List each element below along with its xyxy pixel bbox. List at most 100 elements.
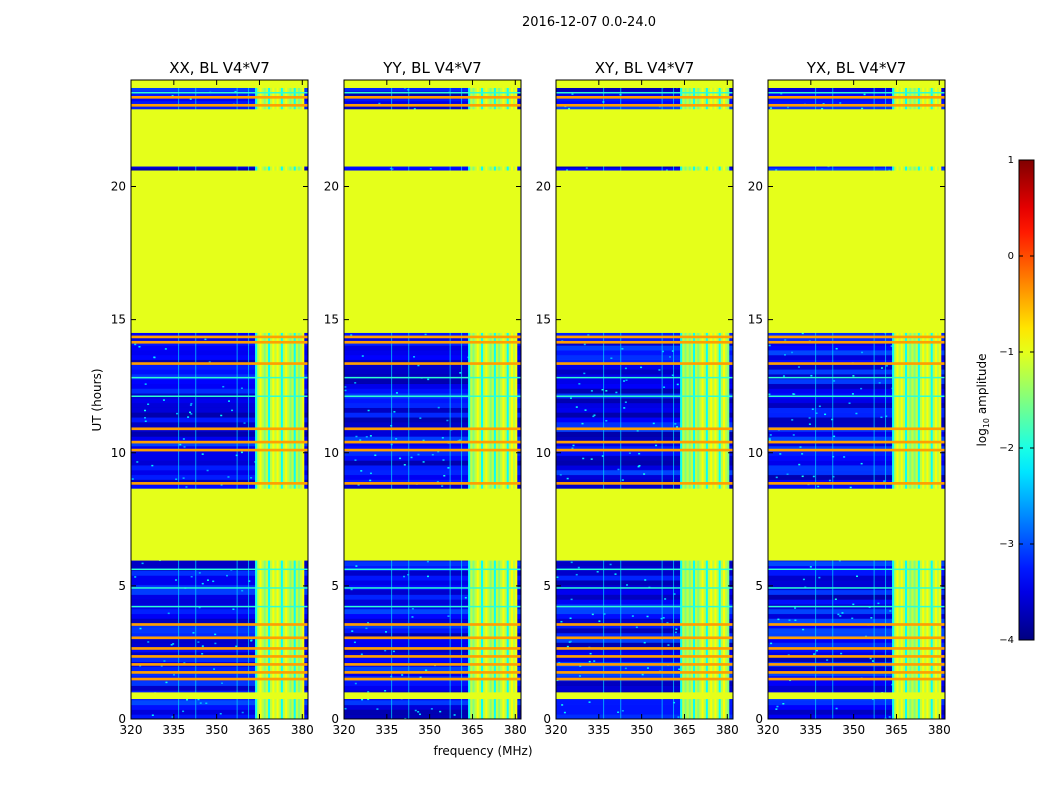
colorbar-label: log10 amplitude	[975, 354, 991, 447]
noise-speck	[601, 455, 604, 457]
noise-speck	[436, 481, 439, 483]
channel-stripe	[705, 80, 708, 719]
noise-strip	[344, 632, 521, 639]
noise-speck	[176, 412, 179, 415]
channel-stripe	[280, 80, 283, 719]
noise-strip	[768, 613, 945, 619]
noise-speck	[453, 714, 456, 716]
noise-speck	[792, 434, 795, 436]
rfi-line	[768, 335, 945, 339]
noise-speck	[566, 645, 569, 648]
rfi-line	[131, 427, 308, 431]
noise-speck	[615, 391, 618, 394]
noise-strip	[344, 421, 521, 428]
rfi-line	[344, 427, 521, 431]
noise-speck	[610, 357, 613, 359]
noise-strip	[768, 421, 945, 428]
noise-speck	[617, 468, 620, 471]
noise-speck	[350, 588, 353, 591]
noise-strip	[556, 637, 733, 643]
flagged-block	[768, 80, 945, 88]
rfi-line	[131, 448, 308, 452]
noise-speck	[776, 705, 779, 708]
noise-strip	[768, 699, 945, 706]
noise-strip	[556, 105, 733, 111]
noise-speck	[817, 485, 820, 488]
panel-title: XX, BL V4*V7	[169, 59, 270, 77]
channel-stripe	[515, 80, 518, 719]
noise-speck	[399, 457, 402, 460]
noise-speck	[446, 419, 449, 422]
noise-strip	[556, 651, 733, 658]
noise-speck	[167, 612, 170, 615]
noise-speck	[673, 593, 676, 595]
noise-speck	[572, 444, 575, 447]
noise-speck	[367, 690, 370, 693]
noise-strip	[556, 589, 733, 595]
noise-strip	[556, 594, 733, 600]
noise-speck	[206, 579, 209, 581]
noise-speck	[566, 169, 569, 171]
noise-strip	[344, 388, 521, 394]
noise-speck	[660, 617, 663, 620]
noise-speck	[676, 426, 679, 428]
panel-heatmap	[768, 80, 945, 719]
noise-speck	[418, 713, 421, 716]
channel-stripe	[714, 80, 717, 719]
noise-speck	[841, 612, 844, 614]
noise-speck	[834, 598, 837, 601]
noise-strip	[768, 417, 945, 423]
channel-stripe	[935, 80, 938, 719]
y-tick-label: 10	[748, 446, 763, 460]
noise-speck	[768, 439, 771, 442]
noise-speck	[559, 474, 562, 476]
noise-speck	[414, 709, 417, 712]
noise-strip	[131, 714, 308, 719]
channel-stripe	[723, 80, 726, 719]
noise-strip	[768, 474, 945, 480]
noise-speck	[596, 571, 599, 573]
noise-speck	[556, 576, 559, 579]
noise-strip	[344, 714, 521, 719]
noise-speck	[592, 415, 595, 418]
x-tick-label: 320	[333, 723, 356, 737]
noise-speck	[221, 682, 224, 684]
noise-speck	[404, 717, 407, 719]
rfi-line	[768, 95, 945, 99]
noise-strip	[768, 627, 945, 634]
noise-speck	[241, 589, 244, 592]
rfi-line	[344, 623, 521, 626]
noise-speck	[809, 566, 812, 568]
rfi-line	[768, 440, 945, 444]
noise-speck	[815, 412, 818, 414]
noise-speck	[860, 387, 863, 390]
noise-strip	[131, 474, 308, 480]
noise-speck	[231, 409, 234, 412]
noise-strip	[344, 436, 521, 442]
rfi-line	[556, 677, 733, 681]
rfi-line	[556, 335, 733, 339]
noise-strip	[556, 642, 733, 648]
noise-speck	[577, 566, 580, 569]
noise-strip	[131, 560, 308, 567]
noise-speck	[354, 459, 357, 461]
noise-speck	[143, 417, 146, 419]
channel-stripe	[511, 80, 514, 719]
panel-title: YX, BL V4*V7	[806, 59, 907, 77]
noise-strip	[344, 91, 521, 97]
rfi-line	[344, 647, 521, 650]
rfi-line	[556, 482, 733, 485]
noise-strip	[131, 91, 308, 97]
weak-line	[556, 605, 733, 608]
noise-strip	[344, 580, 521, 586]
noise-strip	[131, 330, 308, 337]
noise-strip	[768, 359, 945, 365]
noise-strip	[768, 642, 945, 648]
noise-speck	[199, 702, 202, 704]
noise-strip	[131, 608, 308, 615]
noise-speck	[855, 412, 858, 415]
panel-1: XX, BL V4*V7 320 335 350 365 380 0 5 10 15 20	[111, 59, 314, 737]
noise-speck	[818, 405, 821, 408]
noise-speck	[136, 461, 139, 463]
